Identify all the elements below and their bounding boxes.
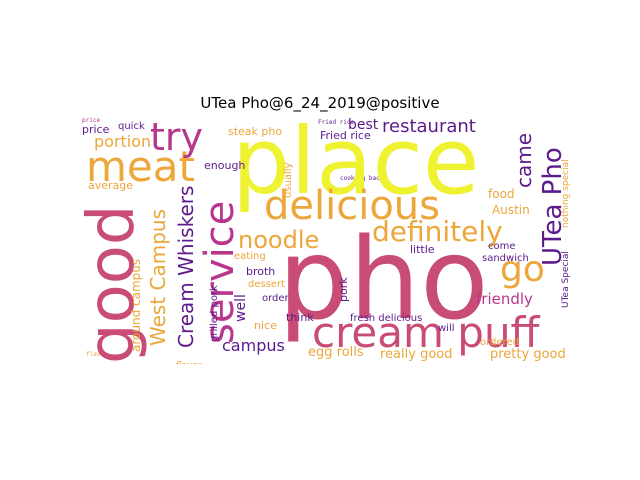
word-well: well — [233, 294, 249, 322]
word-pretty-good: pretty good — [490, 347, 566, 362]
word-restaurant: restaurant — [382, 116, 476, 137]
word-grilled-pork: grilled pork — [209, 285, 220, 342]
filler-word: cooking back — [340, 175, 384, 182]
filler-word: Fried rice — [318, 119, 355, 126]
word-pork: pork — [337, 277, 350, 302]
word-average: average — [88, 179, 134, 192]
word-best: best — [348, 117, 379, 133]
word-nice: nice — [254, 319, 277, 332]
word-order: order — [262, 293, 289, 304]
word-pho: pho — [278, 215, 489, 345]
word-nothing-special: nothing special — [561, 159, 571, 228]
word-austin: Austin — [492, 203, 530, 217]
word-think: think — [286, 311, 314, 324]
filler-word: flavor — [86, 351, 108, 358]
word-food: food — [488, 187, 515, 201]
figure-title: UTea Pho@6_24_2019@positive — [200, 94, 440, 112]
word-come: come — [488, 241, 516, 252]
word-go: go — [500, 249, 545, 290]
word-fried-rice: Fried rice — [320, 129, 371, 142]
word-west-campus: West Campus — [146, 208, 170, 346]
word-quick: quick — [118, 121, 145, 132]
word-flavor: flavor — [176, 362, 202, 365]
word-utea-special: UTea Special — [561, 251, 571, 308]
word-definitely: definitely — [372, 215, 503, 248]
word-friendly: friendly — [476, 290, 533, 308]
word-delicious: delicious — [264, 183, 440, 229]
word-egg-rolls: egg rolls — [308, 345, 364, 360]
word-came: came — [512, 132, 536, 188]
word-noodle: noodle — [238, 226, 320, 254]
filler-word: price — [82, 117, 101, 124]
word-little: little — [410, 243, 435, 256]
word-steak-pho: steak pho — [228, 125, 283, 138]
word-try: try — [150, 116, 204, 159]
word-portion: portion — [94, 132, 152, 151]
word-cream-puff: cream puff — [312, 308, 540, 357]
word-ordered: ordered — [480, 337, 519, 348]
word-enough: enough — [204, 159, 246, 172]
word-service: service — [197, 200, 243, 344]
word-will: will — [438, 323, 455, 334]
word-cream-whiskers: Cream Whiskers — [174, 185, 198, 348]
word-fresh-delicious: fresh delicious — [350, 313, 423, 324]
word-broth: broth — [246, 265, 276, 278]
word-campus: campus — [222, 336, 285, 355]
word-cloud: price Fried rice cooking back flavor pla… — [80, 116, 574, 364]
word-place: place — [232, 116, 480, 215]
word-price: price — [82, 123, 110, 136]
word-really-good: really good — [380, 347, 453, 362]
word-sandwich: sandwich — [482, 253, 529, 264]
word-meat: meat — [86, 142, 195, 191]
word-eating: eating — [234, 251, 266, 262]
word-dessert: dessert — [248, 279, 286, 290]
word-usually: usually — [283, 162, 294, 199]
word-around-campus: around campus — [129, 258, 143, 352]
